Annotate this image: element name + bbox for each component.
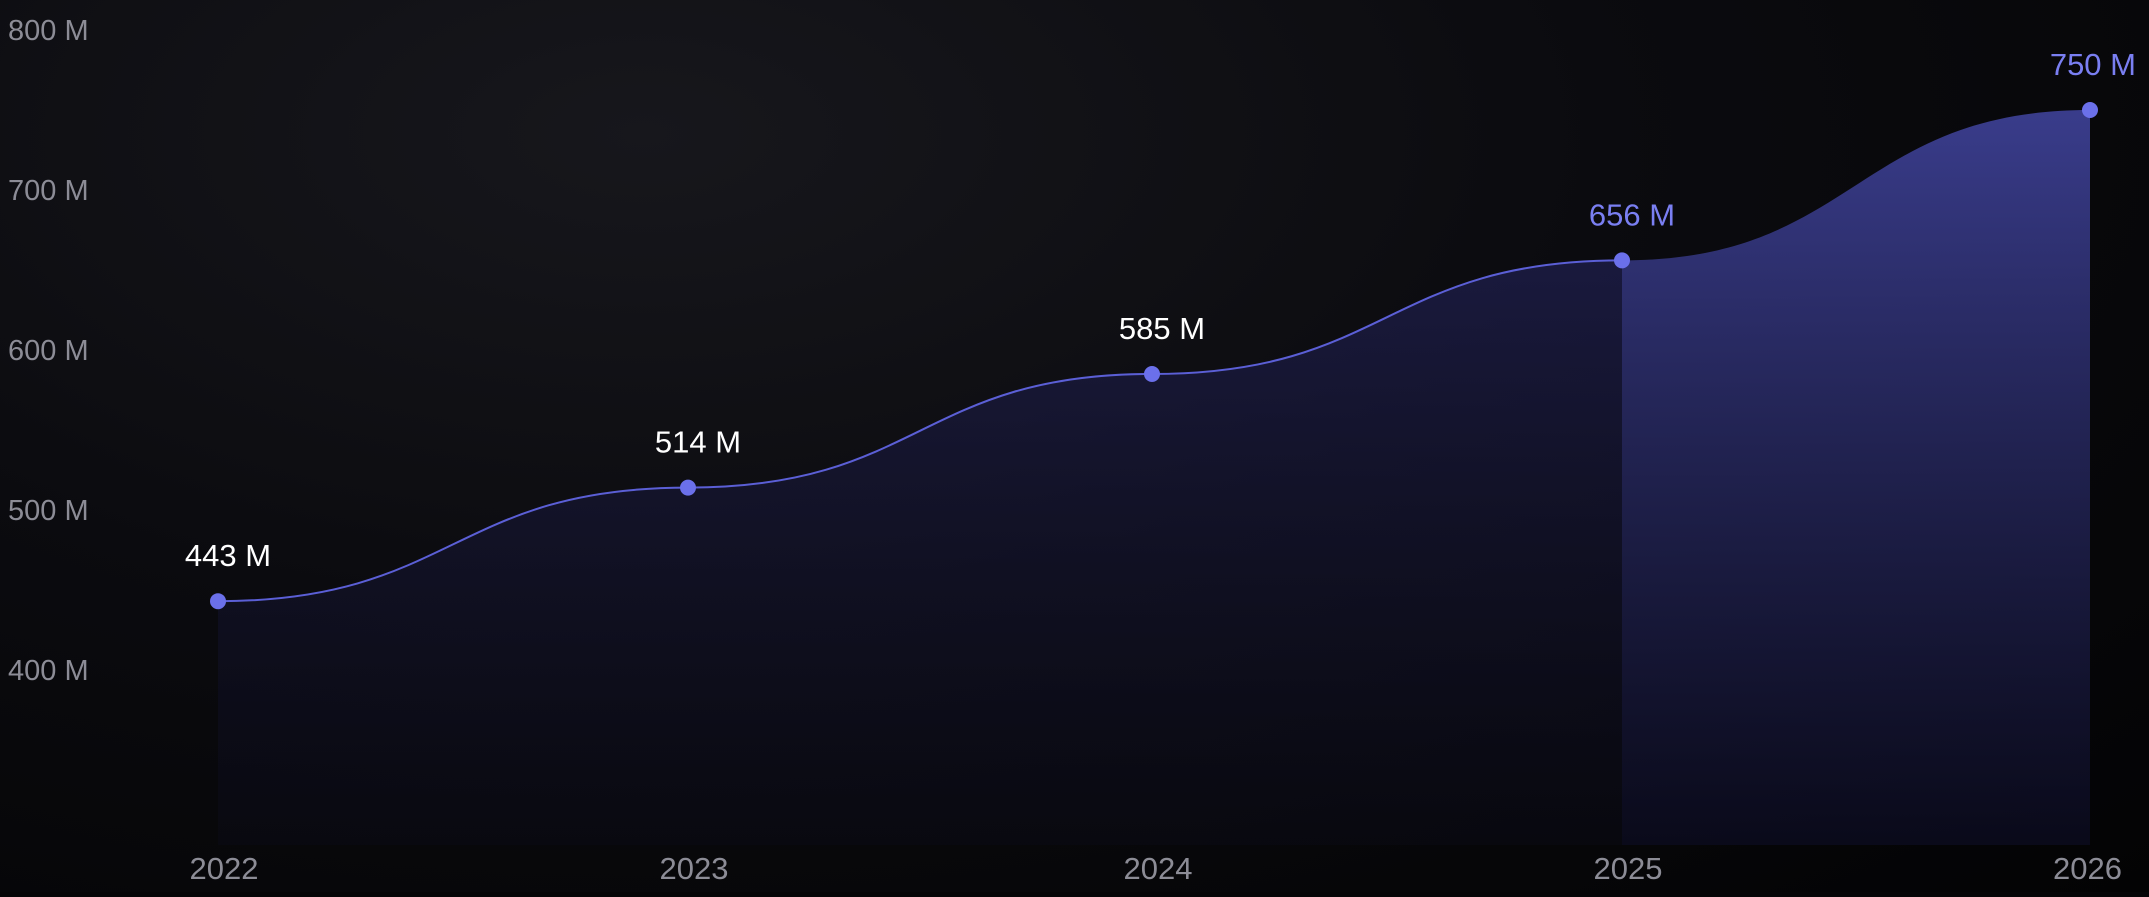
data-point: [680, 479, 696, 496]
y-axis: 800 M 700 M 600 M 500 M 400 M: [8, 15, 89, 687]
area-fill-actual: [218, 260, 1622, 845]
data-label: 443 M: [185, 538, 271, 573]
data-point: [1614, 252, 1630, 269]
y-tick-label: 700 M: [8, 175, 89, 207]
data-label: 585 M: [1119, 311, 1205, 346]
data-label: 750 M: [2050, 47, 2136, 82]
data-labels: 443 M 514 M 585 M 656 M 750 M: [185, 47, 2136, 573]
x-tick-label: 2022: [190, 851, 259, 886]
area-fill-projected: [1622, 110, 2090, 845]
x-tick-label: 2025: [1594, 851, 1663, 886]
y-tick-label: 500 M: [8, 495, 89, 527]
x-axis: 2022 2023 2024 2025 2026: [190, 851, 2122, 886]
data-point: [2082, 102, 2098, 118]
data-point: [210, 593, 226, 610]
data-label: 514 M: [655, 425, 741, 460]
x-tick-label: 2024: [1124, 851, 1193, 886]
x-tick-label: 2026: [2053, 851, 2122, 886]
y-tick-label: 800 M: [8, 15, 89, 47]
data-label: 656 M: [1589, 197, 1675, 232]
y-tick-label: 600 M: [8, 335, 89, 367]
y-tick-label: 400 M: [8, 655, 89, 687]
data-points: [210, 102, 2098, 610]
area-fill-group: [218, 110, 2090, 845]
data-point: [1144, 366, 1160, 382]
x-tick-label: 2023: [660, 851, 729, 886]
